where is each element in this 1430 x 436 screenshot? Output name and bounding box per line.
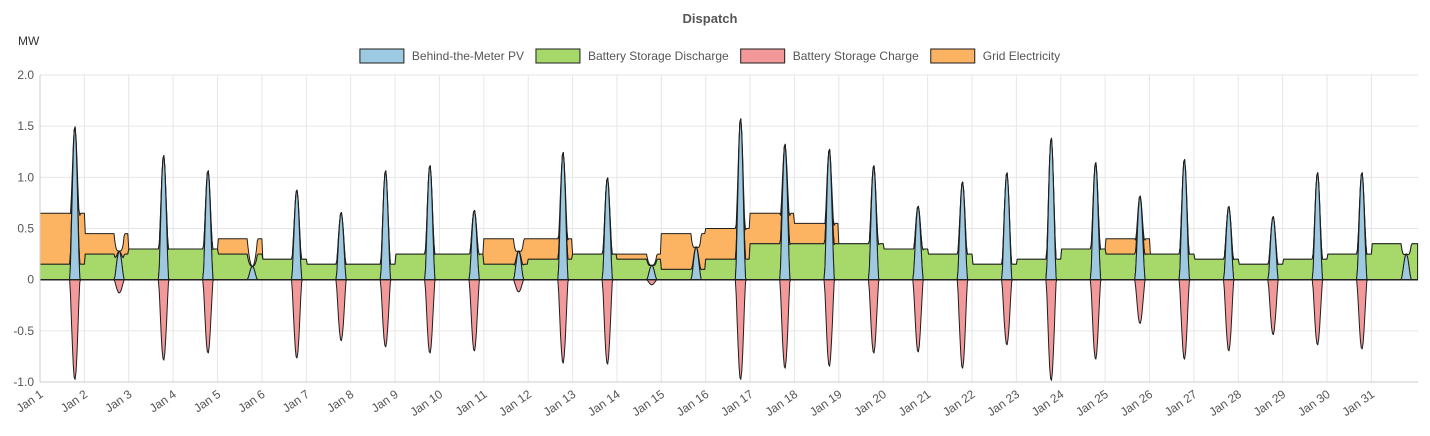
legend-label: Behind-the-Meter PV <box>412 49 524 63</box>
y-tick-label: 2.0 <box>17 68 34 82</box>
area-layer <box>39 118 1419 381</box>
x-tick-label: Jan 18 <box>763 387 801 419</box>
chart-title: Dispatch <box>683 11 738 26</box>
legend-label: Grid Electricity <box>983 49 1060 63</box>
x-tick-label: Jan 11 <box>453 387 490 419</box>
x-tick-label: Jan 20 <box>851 387 889 419</box>
y-tick-label: -1.0 <box>13 375 34 389</box>
x-tick-label: Jan 14 <box>585 387 623 419</box>
legend-swatch <box>359 48 405 64</box>
y-tick-label: 1.5 <box>17 119 34 133</box>
x-tick-label: Jan 8 <box>324 387 356 415</box>
x-tick-label: Jan 22 <box>940 387 978 419</box>
x-tick-label: Jan 23 <box>985 387 1023 419</box>
x-tick-label: Jan 5 <box>191 387 223 415</box>
x-tick-label: Jan 21 <box>896 387 934 419</box>
legend-item[interactable]: Battery Storage Discharge <box>535 48 729 64</box>
x-tick-label: Jan 13 <box>541 387 579 419</box>
series-battery-storage-charge <box>39 279 1419 381</box>
x-tick-label: Jan 16 <box>674 387 712 419</box>
x-tick-label: Jan 1 <box>14 387 46 415</box>
x-tick-label: Jan 31 <box>1340 387 1378 419</box>
x-tick-label: Jan 25 <box>1073 387 1111 419</box>
legend-swatch <box>930 48 976 64</box>
x-tick-label: Jan 3 <box>102 387 134 415</box>
legend-swatch <box>535 48 581 64</box>
legend-label: Battery Storage Charge <box>793 49 919 63</box>
x-tick-label: Jan 2 <box>58 387 90 415</box>
x-tick-label: Jan 4 <box>147 387 179 415</box>
x-tick-label: Jan 15 <box>629 387 667 419</box>
x-tick-label: Jan 19 <box>807 387 845 419</box>
legend-item[interactable]: Behind-the-Meter PV <box>359 48 524 64</box>
y-tick-label: 0.5 <box>17 222 34 236</box>
legend-label: Battery Storage Discharge <box>588 49 729 63</box>
x-tick-label: Jan 27 <box>1162 387 1200 419</box>
y-tick-label: 1.0 <box>17 170 34 184</box>
legend-swatch <box>740 48 786 64</box>
y-tick-label: -0.5 <box>13 324 34 338</box>
x-tick-label: Jan 12 <box>496 387 534 419</box>
x-tick-label: Jan 30 <box>1295 387 1333 419</box>
x-tick-label: Jan 29 <box>1251 387 1289 419</box>
legend-item[interactable]: Grid Electricity <box>930 48 1060 64</box>
x-tick-label: Jan 26 <box>1118 387 1156 419</box>
x-tick-label: Jan 28 <box>1206 387 1244 419</box>
y-axis-unit: MW <box>18 34 40 48</box>
legend[interactable]: Behind-the-Meter PV Battery Storage Disch… <box>359 48 1060 64</box>
x-tick-label: Jan 9 <box>369 387 401 415</box>
legend-item[interactable]: Battery Storage Charge <box>740 48 919 64</box>
x-tick-label: Jan 6 <box>236 387 268 415</box>
x-tick-label: Jan 7 <box>280 387 312 415</box>
y-tick-label: 0 <box>27 273 34 287</box>
x-tick-label: Jan 24 <box>1029 387 1067 419</box>
x-tick-label: Jan 10 <box>408 387 446 419</box>
series-grid-electricity <box>39 118 1419 271</box>
x-tick-label: Jan 17 <box>718 387 756 419</box>
